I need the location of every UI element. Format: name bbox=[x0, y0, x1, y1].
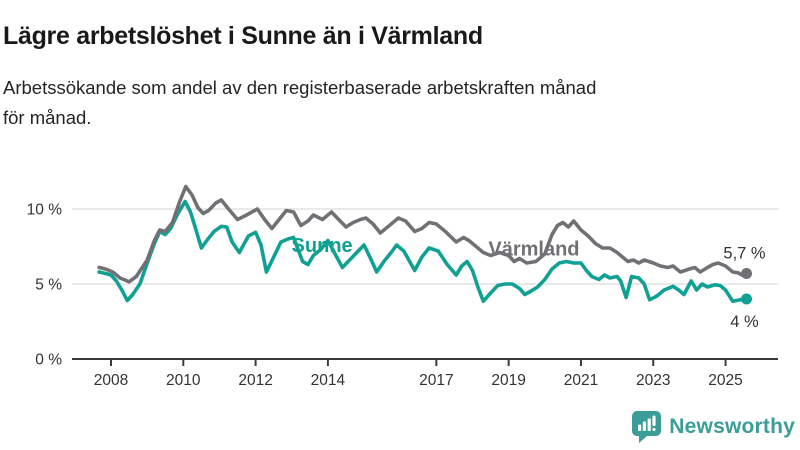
series-name-label: Sunne bbox=[292, 235, 353, 257]
series-line-sunne bbox=[97, 199, 749, 304]
y-tick-label: 5 % bbox=[35, 277, 62, 294]
newsworthy-logo: Newsworthy bbox=[631, 410, 795, 444]
x-tick-label: 2010 bbox=[166, 372, 201, 389]
line-chart: 0 % 5 % 10 % 2008 2010 2012 2014 2017 2019 2021 20… bbox=[27, 184, 778, 389]
x-tick-label: 2017 bbox=[419, 372, 453, 389]
chart-subtitle-line-2: för månad. bbox=[3, 107, 92, 128]
x-tick-label: 2025 bbox=[708, 372, 742, 389]
series-end-value-label: 5,7 % bbox=[723, 245, 766, 263]
x-tick-label: 2023 bbox=[636, 372, 670, 389]
newsworthy-logo-text: Newsworthy bbox=[669, 415, 795, 438]
y-tick-label: 0 % bbox=[35, 352, 62, 369]
series-line-varmland bbox=[97, 184, 749, 284]
chart-subtitle: Arbetssökande som andel av den registerb… bbox=[3, 73, 783, 133]
x-tick-label: 2021 bbox=[564, 372, 598, 389]
y-tick-label: 10 % bbox=[27, 202, 63, 219]
x-tick-label: 2012 bbox=[238, 372, 272, 389]
series-name-label: Värmland bbox=[488, 239, 579, 261]
series-end-dot-sunne bbox=[741, 293, 753, 305]
bar-chart-speech-bubble-icon bbox=[632, 411, 662, 443]
chart-subtitle-line-1: Arbetssökande som andel av den registerb… bbox=[3, 77, 597, 98]
x-tick-label: 2014 bbox=[311, 372, 346, 389]
chart-title: Lägre arbetslöshet i Sunne än i Värmland bbox=[3, 21, 483, 50]
x-tick-label: 2019 bbox=[491, 372, 525, 389]
series-end-value-label: 4 % bbox=[730, 313, 759, 331]
series-end-dot-varmland bbox=[741, 268, 753, 279]
x-tick-label: 2008 bbox=[94, 372, 128, 389]
